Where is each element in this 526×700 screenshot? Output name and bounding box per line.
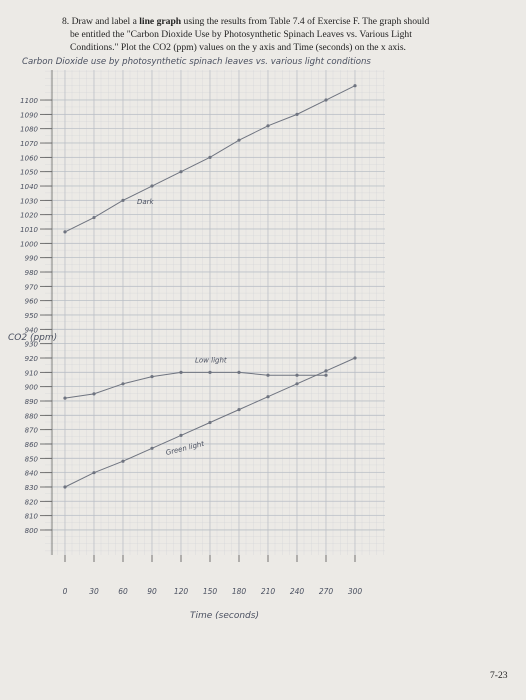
y-tick-label: 1100	[20, 97, 38, 105]
y-tick-label: 970	[25, 283, 39, 291]
series-label: Dark	[137, 198, 155, 206]
y-tick-label: 1080	[20, 126, 38, 134]
data-point	[150, 184, 154, 188]
y-tick-label: 1040	[20, 183, 38, 191]
data-point	[121, 382, 125, 386]
instruction-line: 8. Draw and label a line graph using the…	[62, 16, 429, 27]
y-tick-label: 850	[25, 455, 39, 463]
x-tick-label: 210	[261, 587, 276, 596]
data-point	[237, 138, 241, 142]
data-point	[63, 485, 67, 489]
data-point	[237, 408, 241, 412]
data-point	[266, 395, 270, 399]
y-tick-label: 910	[25, 369, 39, 377]
data-point	[324, 373, 328, 377]
x-tick-label: 300	[348, 587, 363, 596]
instruction-text: 8. Draw and label a	[62, 16, 139, 27]
data-point	[208, 420, 212, 425]
y-tick-label: 1010	[20, 226, 38, 234]
data-point	[92, 215, 96, 220]
data-point	[237, 370, 241, 374]
data-point	[150, 446, 154, 450]
x-tick-label: 150	[203, 587, 218, 596]
y-tick-label: 830	[25, 484, 39, 492]
data-point	[179, 433, 183, 438]
data-point	[150, 375, 154, 379]
y-tick-label: 860	[25, 441, 39, 449]
handwritten-title: Carbon Dioxide use by photosynthetic spi…	[22, 57, 371, 67]
data-point	[92, 392, 96, 396]
y-tick-label: 900	[25, 384, 39, 392]
y-tick-label: 1030	[20, 197, 38, 205]
data-point	[179, 370, 183, 374]
x-tick-label: 90	[147, 587, 157, 596]
y-tick-label: 810	[25, 513, 39, 521]
data-point	[266, 373, 270, 377]
series-label: Low light	[195, 356, 227, 364]
y-tick-label: 990	[25, 255, 39, 263]
y-tick-label: 1050	[20, 169, 38, 177]
y-tick-label: 800	[25, 527, 39, 535]
page-number: 7-23	[490, 670, 508, 681]
data-line	[64, 371, 326, 399]
y-tick-label: 920	[25, 355, 39, 363]
y-tick-label: 980	[25, 269, 39, 277]
data-point	[324, 98, 328, 102]
data-point	[63, 230, 67, 234]
y-tick-label: 840	[25, 470, 39, 478]
instruction-bold: line graph	[139, 16, 182, 27]
data-point	[295, 373, 299, 377]
y-tick-label: 1060	[20, 154, 38, 162]
x-tick-label: 270	[319, 587, 334, 596]
x-tick-label: 60	[118, 587, 128, 596]
y-tick-label: 1020	[20, 212, 38, 220]
data-point	[324, 369, 328, 373]
y-tick-label: 880	[25, 412, 39, 420]
y-tick-label: 1090	[20, 111, 38, 119]
y-tick-label: 960	[25, 298, 39, 306]
x-tick-label: 180	[232, 587, 247, 596]
data-point	[208, 155, 212, 159]
data-point	[121, 198, 125, 202]
data-point	[63, 396, 67, 400]
data-point	[92, 471, 96, 475]
data-point	[179, 170, 183, 174]
graph-paper	[45, 70, 385, 555]
y-axis-label: CO2 (ppm)	[8, 333, 57, 343]
data-point	[266, 124, 270, 128]
y-tick-label: 870	[25, 427, 39, 435]
x-axis-label: Time (seconds)	[190, 611, 259, 621]
x-tick-label: 0	[63, 587, 68, 596]
y-tick-label: 1070	[20, 140, 38, 148]
x-tick-label: 240	[290, 587, 305, 596]
instruction-text: using the results from Table 7.4 of Exer…	[181, 16, 429, 27]
y-tick-label: 890	[25, 398, 39, 406]
instruction-line: Conditions." Plot the CO2 (ppm) values o…	[70, 42, 406, 53]
data-point	[295, 112, 299, 116]
data-point	[295, 382, 299, 386]
data-point	[208, 370, 212, 374]
instruction-line: be entitled the "Carbon Dioxide Use by P…	[70, 29, 412, 40]
y-tick-label: 1000	[20, 240, 38, 248]
y-tick-label: 930	[25, 341, 39, 349]
x-tick-label: 30	[89, 587, 99, 596]
data-point	[353, 356, 357, 360]
y-tick-label: 940	[25, 326, 39, 334]
y-tick-label: 820	[25, 498, 39, 506]
x-tick-label: 120	[174, 587, 189, 596]
data-point	[353, 84, 357, 88]
y-tick-label: 950	[25, 312, 39, 320]
data-point	[121, 459, 125, 463]
